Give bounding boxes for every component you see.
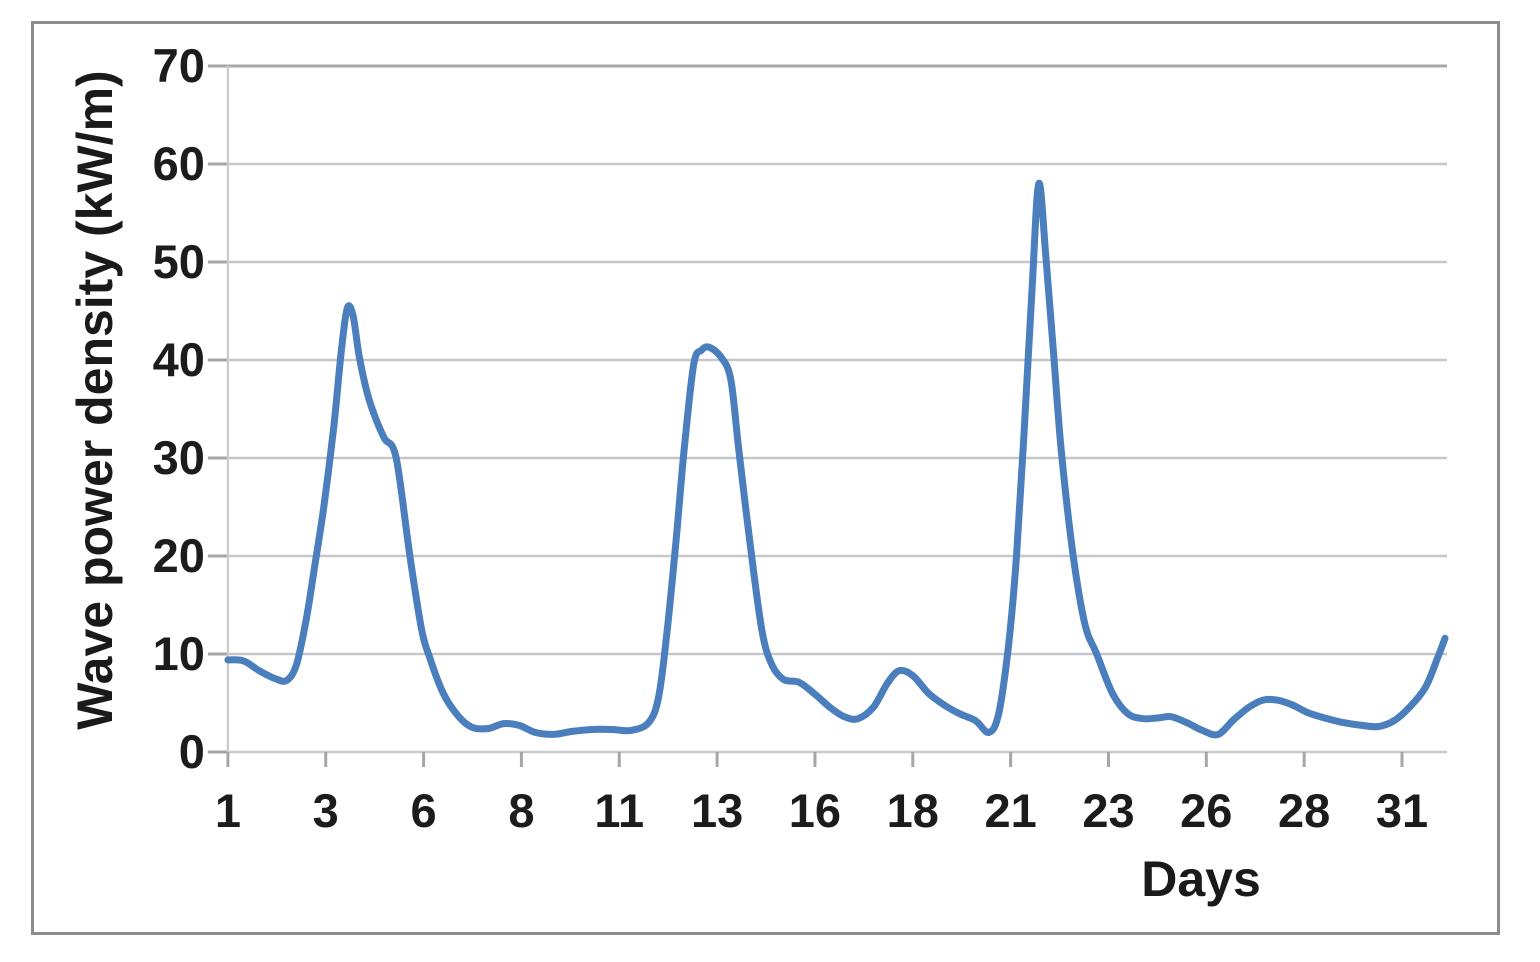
x-tick-label: 13: [691, 784, 743, 837]
x-tick-label: 8: [508, 784, 534, 837]
x-tick-label: 18: [887, 784, 939, 837]
x-tick-label: 6: [411, 784, 437, 837]
wave-power-series-line: [224, 180, 1449, 739]
y-tick-label: 70: [153, 39, 205, 92]
y-tick-label: 20: [153, 529, 205, 582]
x-tick-label: 31: [1376, 784, 1428, 837]
y-tick-label: 60: [153, 137, 205, 190]
y-tick-label: 50: [153, 235, 205, 288]
x-tick-label: 1: [215, 784, 241, 837]
x-tick-label: 23: [1082, 784, 1134, 837]
y-tick-label: 10: [153, 627, 205, 680]
y-axis-title: Wave power density (kW/m): [67, 70, 123, 730]
x-tick-label: 11: [594, 784, 644, 837]
x-tick-label: 16: [789, 784, 841, 837]
chart-border: [31, 21, 1500, 935]
y-tick-label: 0: [179, 725, 205, 778]
x-axis-title: Days: [1141, 851, 1261, 907]
y-tick-label: 40: [153, 333, 205, 386]
x-tick-label: 28: [1278, 784, 1330, 837]
x-tick-label: 21: [984, 784, 1036, 837]
x-tick-label: 3: [313, 784, 339, 837]
y-tick-label: 30: [153, 431, 205, 484]
x-tick-label: 26: [1180, 784, 1232, 837]
